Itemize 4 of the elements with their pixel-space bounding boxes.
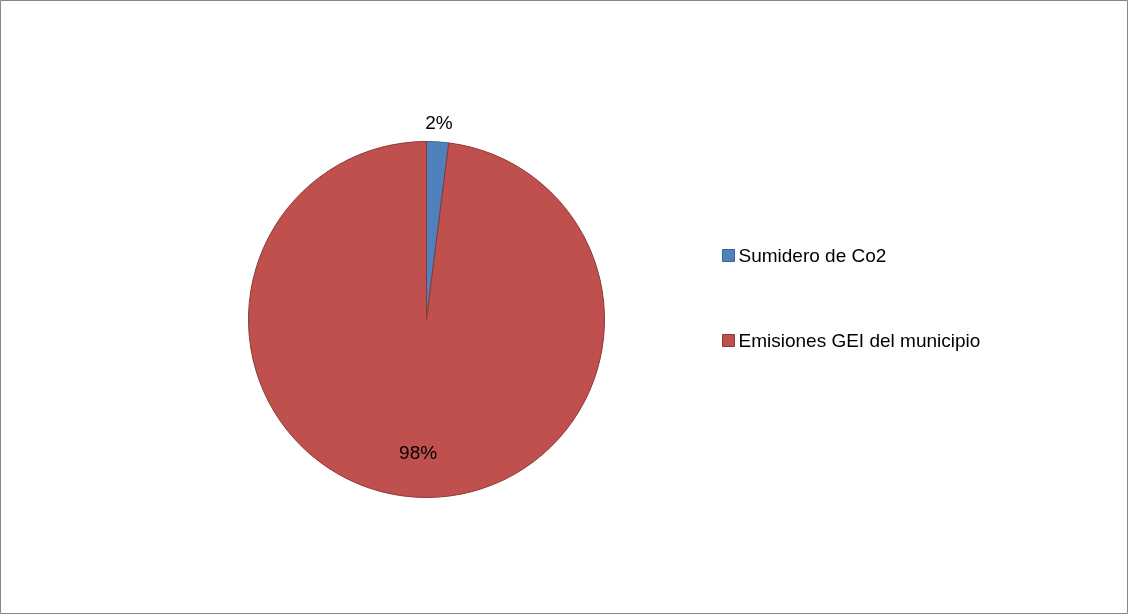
legend-label: Emisiones GEI del municipio (738, 330, 981, 351)
data-label: 98% (399, 442, 438, 464)
data-label: 2% (425, 111, 453, 133)
legend-label: Sumidero de Co2 (738, 245, 887, 266)
